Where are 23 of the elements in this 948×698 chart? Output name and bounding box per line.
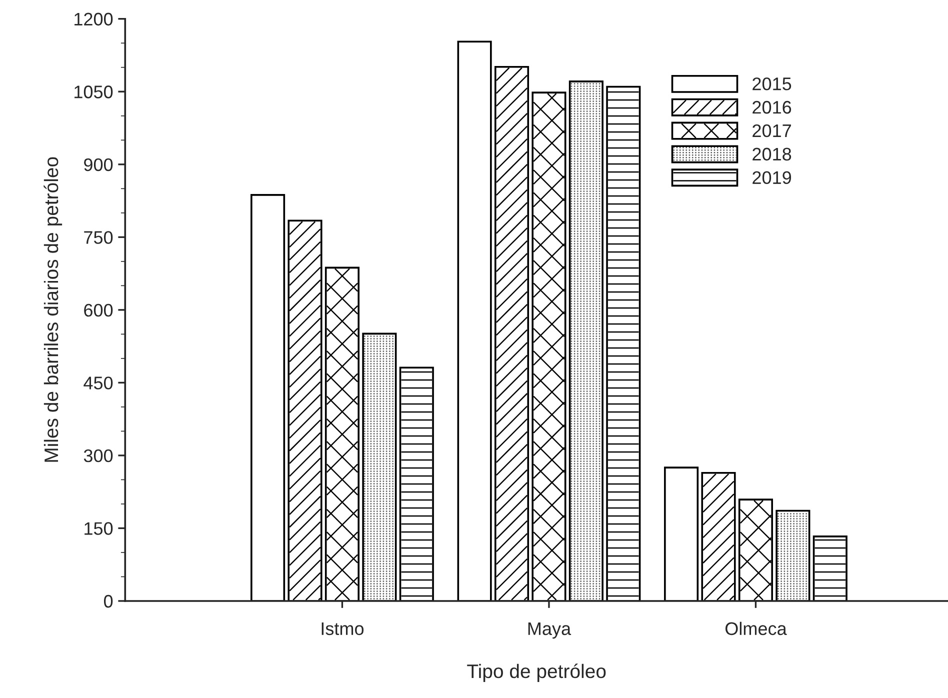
legend-label: 2019 bbox=[752, 171, 792, 184]
bar bbox=[812, 536, 848, 601]
legend-label: 2018 bbox=[752, 148, 792, 161]
y-tick-label: 750 bbox=[84, 231, 113, 244]
y-tick-label: 1050 bbox=[74, 86, 113, 98]
x-axis-title: Tipo de petróleo bbox=[467, 664, 606, 682]
y-tick-label: 600 bbox=[84, 304, 113, 317]
legend-label: 2016 bbox=[752, 100, 792, 114]
y-tick-label: 1200 bbox=[74, 12, 113, 26]
bar bbox=[250, 194, 286, 601]
x-tick-label: Maya bbox=[528, 622, 572, 639]
x-tick-label: Istmo bbox=[322, 622, 364, 636]
legend-label: 2017 bbox=[752, 124, 791, 138]
y-tick-label: 150 bbox=[84, 522, 113, 535]
x-tick-label: Olmeca bbox=[725, 622, 787, 636]
legend-label: 2015 bbox=[752, 78, 792, 90]
y-tick-label: 300 bbox=[84, 449, 113, 462]
bar bbox=[457, 40, 492, 601]
y-axis-title: Miles de barriles diarios de petróleo bbox=[44, 157, 62, 462]
y-tick-label: 900 bbox=[84, 158, 113, 172]
y-tick-label: 0 bbox=[104, 594, 113, 608]
bar bbox=[664, 466, 699, 601]
y-tick-label: 450 bbox=[84, 376, 113, 390]
